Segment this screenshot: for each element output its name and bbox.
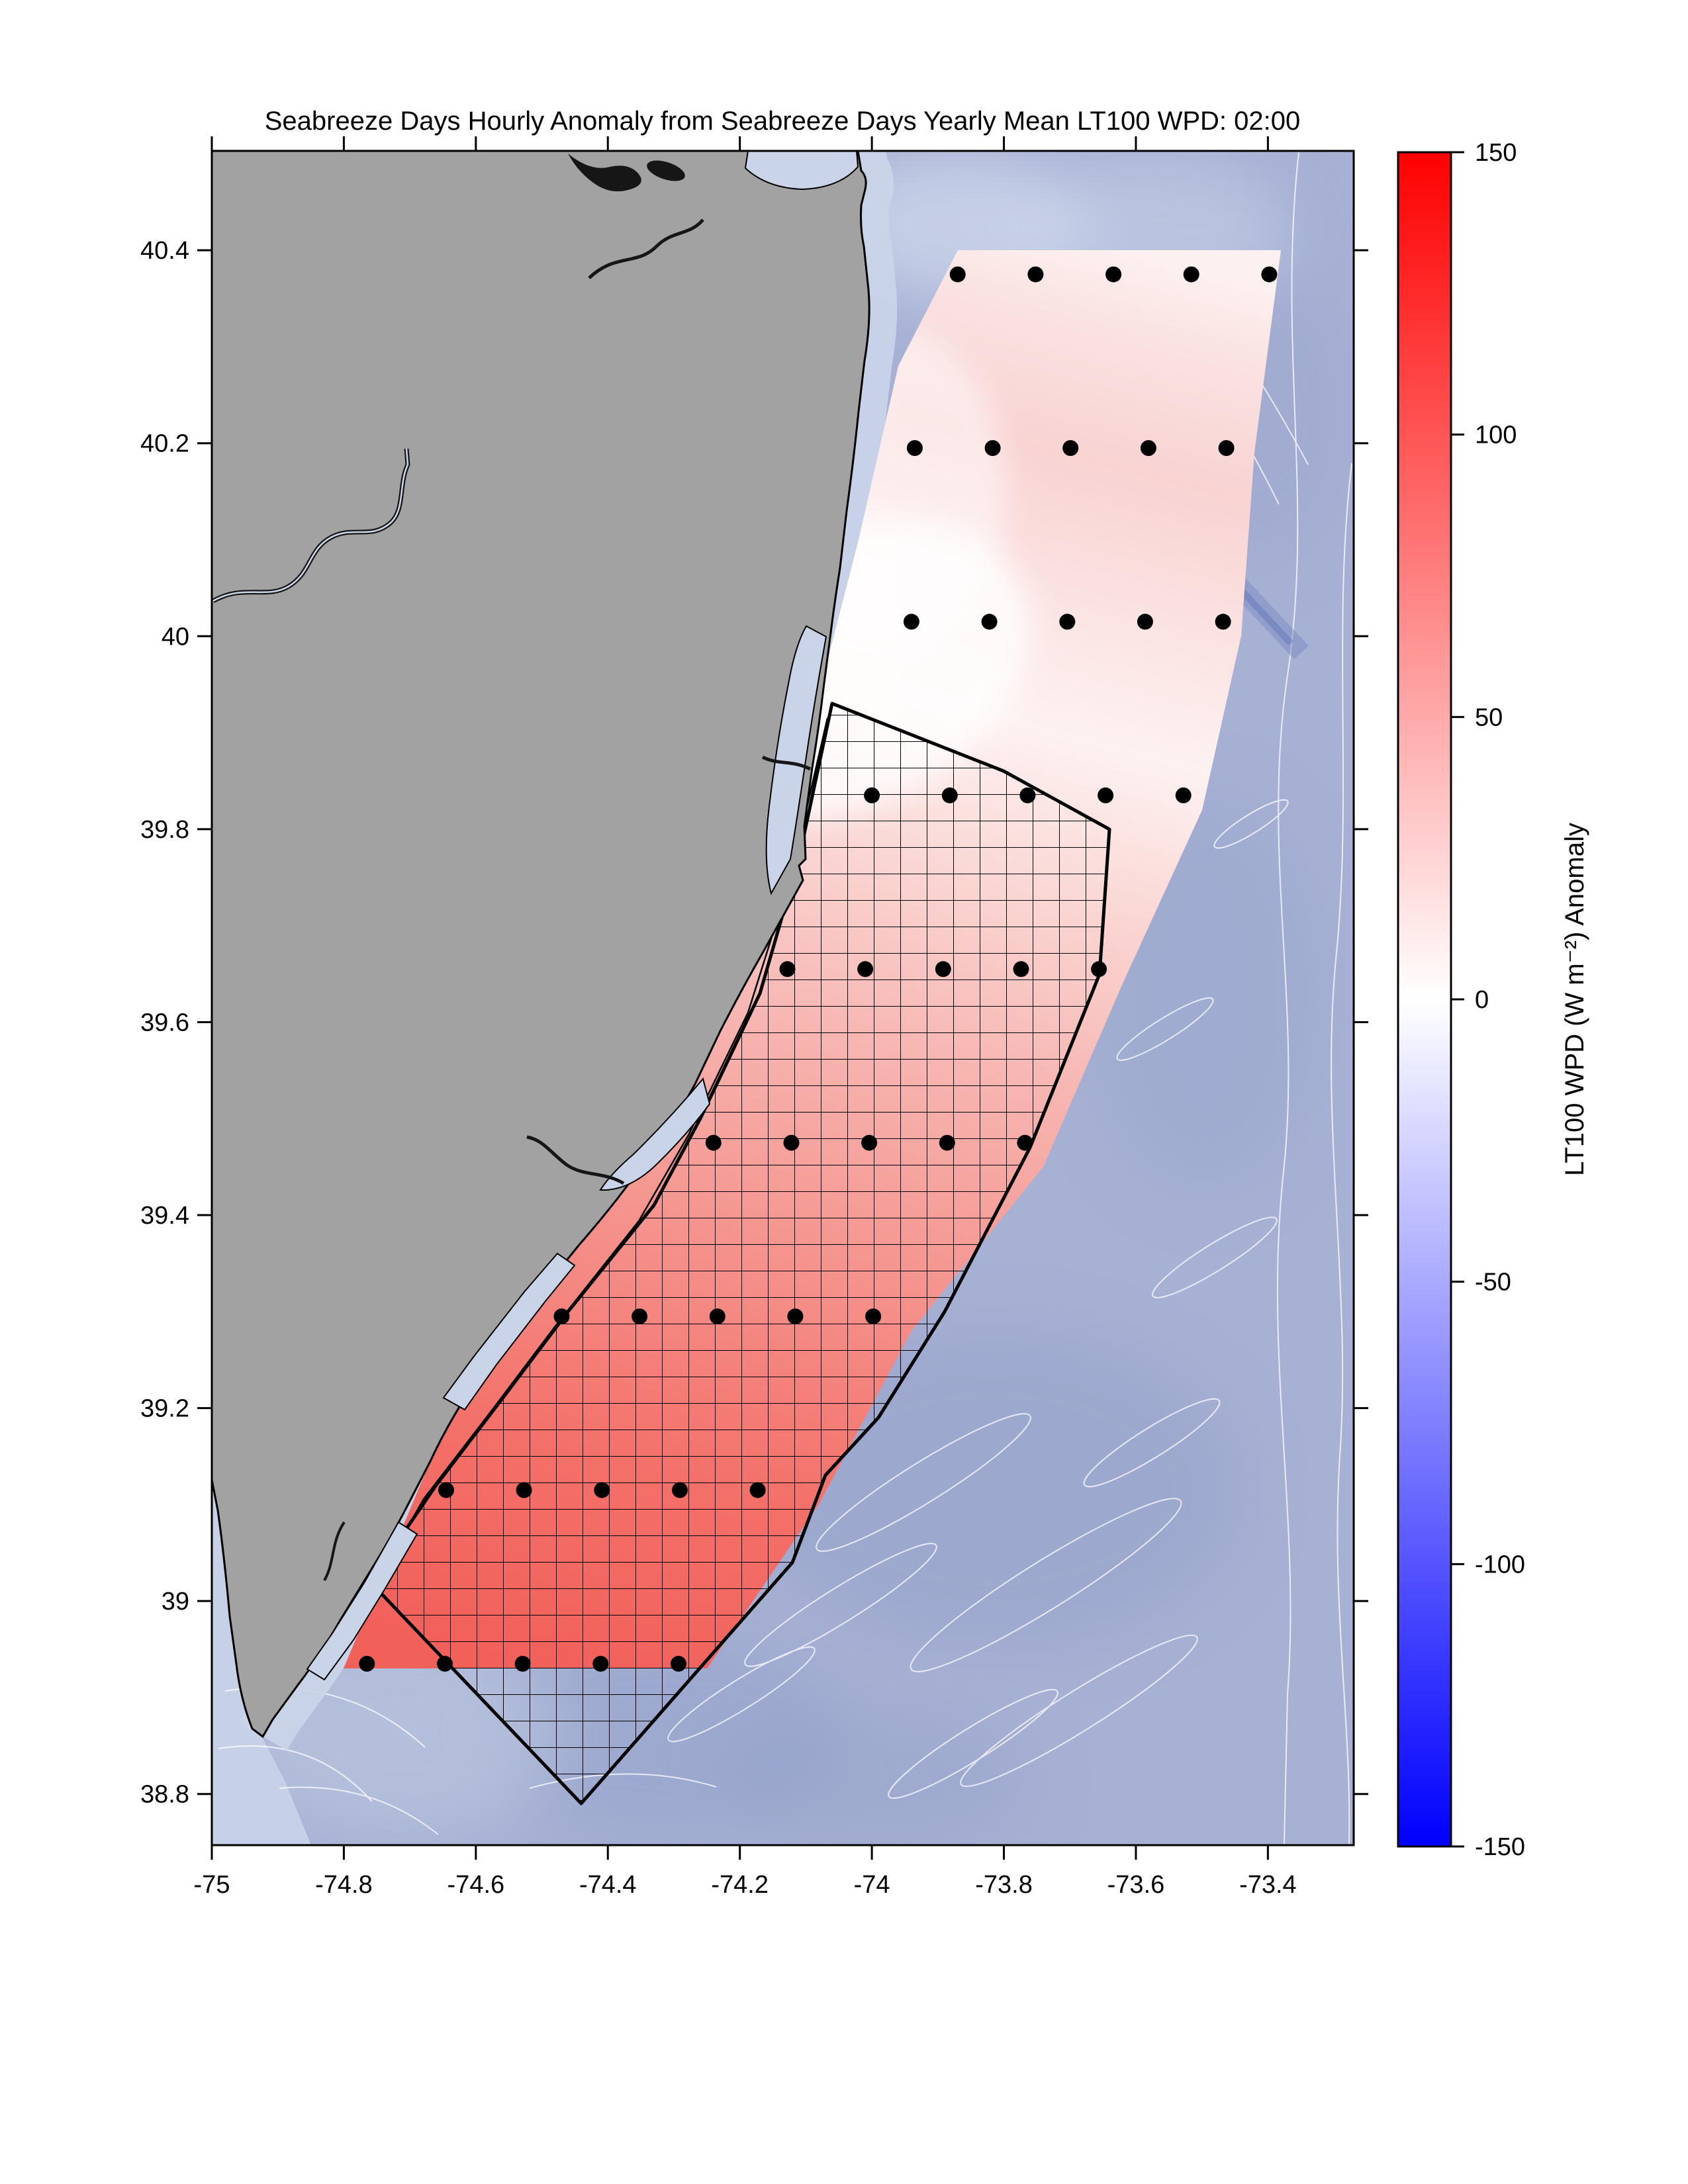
grid-point-dot xyxy=(749,1482,766,1498)
grid-point-dot xyxy=(1059,614,1076,630)
maurice-river xyxy=(323,1521,346,1581)
grid-point-dot xyxy=(906,440,923,456)
grid-point-dot xyxy=(1062,440,1079,456)
y-tick-label: 39 xyxy=(162,1588,189,1615)
grid-point-dot xyxy=(359,1655,375,1672)
grid-point-dot xyxy=(516,1482,532,1498)
colorbar-tick-label: 50 xyxy=(1475,704,1503,731)
grid-point-dot xyxy=(857,961,874,978)
y-tick-label: 40.4 xyxy=(140,237,189,265)
grid-point-dot xyxy=(553,1308,570,1325)
grid-point-dot xyxy=(1175,787,1192,803)
x-tick-label: -74.2 xyxy=(711,1871,769,1899)
y-tick-label: 40.2 xyxy=(140,430,189,458)
colorbar-tick-label: 0 xyxy=(1475,986,1489,1014)
grid-point-dot xyxy=(949,266,966,283)
grid-point-dot xyxy=(632,1308,648,1325)
grid-point-dot xyxy=(671,1655,686,1672)
colorbar-ticks-layer: 150 100 50 0 -50 -100 -150 xyxy=(1451,139,1525,1861)
grid-point-dot xyxy=(672,1482,688,1498)
grid-point-dot xyxy=(437,1655,453,1672)
y-tick-label: 39.4 xyxy=(140,1202,189,1230)
delaware-bay-water xyxy=(212,1479,311,1845)
cape-may-bays xyxy=(306,1521,418,1681)
x-tick-label: -73.8 xyxy=(975,1871,1033,1899)
y-tick-label: 39.6 xyxy=(140,1009,189,1036)
map-area xyxy=(212,151,1354,1845)
grid-point-dot xyxy=(1140,440,1156,456)
x-tick-label: -75 xyxy=(194,1871,230,1899)
grid-point-dot xyxy=(705,1134,722,1151)
axes-box xyxy=(211,150,1355,1846)
grid-point-dot xyxy=(981,614,998,630)
y-tick-label: 39.8 xyxy=(140,816,189,844)
grid-point-dot xyxy=(903,614,919,630)
colorbar-tick-label: 100 xyxy=(1475,422,1517,449)
y-tick-label: 39.2 xyxy=(140,1395,189,1423)
great-bay xyxy=(599,1077,711,1191)
colorbar: 150 100 50 0 -50 -100 -150 LT100 WPD (W m⁻²) A… xyxy=(1397,139,1589,1861)
harbor-island-blob xyxy=(647,160,685,181)
grid-point-dot xyxy=(1218,440,1235,456)
grid-point-dot xyxy=(1105,266,1122,283)
atlantic-city-bays xyxy=(442,1252,576,1411)
colorbar-tick-label: -50 xyxy=(1475,1269,1511,1297)
raritan-bay xyxy=(744,151,859,191)
grid-point-dot xyxy=(935,961,951,978)
grid-point-dot xyxy=(1215,614,1231,630)
grid-point-dot xyxy=(1091,961,1107,978)
y-tick-label: 40 xyxy=(162,623,189,651)
grid-point-dot xyxy=(1098,787,1114,803)
grid-point-dot xyxy=(1261,266,1278,283)
x-tick-label: -73.4 xyxy=(1239,1871,1297,1899)
rivers xyxy=(212,154,812,1581)
delaware-river-core xyxy=(212,448,409,602)
grid-point-dot xyxy=(787,1308,804,1325)
colorbar-tick-label: -100 xyxy=(1475,1551,1525,1578)
grid-point-dot xyxy=(594,1482,610,1498)
grid-point-dot xyxy=(779,961,796,978)
back-bays xyxy=(306,151,859,1681)
grid-point-dot xyxy=(783,1134,800,1151)
toms-river xyxy=(761,755,812,771)
grid-points-layer xyxy=(359,266,1278,1672)
colorbar-gradient xyxy=(1397,151,1452,1848)
x-tick-label: -74.4 xyxy=(579,1871,637,1899)
grid-point-dot xyxy=(941,787,958,803)
grid-point-dot xyxy=(984,440,1001,456)
grid-point-dot xyxy=(861,1134,878,1151)
y-tick-label: 38.8 xyxy=(140,1781,189,1809)
axis-ticks-layer: -75 -74.8 -74.6 -74.4 -74.2 -74 -73.8 -73.6 -73.… xyxy=(140,136,1368,1899)
barnegat-bay xyxy=(765,625,827,895)
grid-point-dot xyxy=(864,787,880,803)
x-tick-label: -74.8 xyxy=(315,1871,373,1899)
grid-point-dot xyxy=(438,1482,454,1498)
plot-title: Seabreeze Days Hourly Anomaly from Seabr… xyxy=(265,107,1301,136)
grid-point-dot xyxy=(1017,1134,1033,1151)
colorbar-label: LT100 WPD (W m⁻²) Anomaly xyxy=(1560,823,1589,1176)
grid-point-dot xyxy=(514,1655,531,1672)
mullica-river xyxy=(526,1135,625,1185)
grid-point-dot xyxy=(592,1655,609,1672)
x-tick-label: -74.6 xyxy=(447,1871,505,1899)
colorbar-tick-label: -150 xyxy=(1475,1833,1525,1861)
x-tick-label: -73.6 xyxy=(1107,1871,1165,1899)
raritan-river xyxy=(588,218,704,279)
grid-point-dot xyxy=(865,1308,882,1325)
grid-point-dot xyxy=(709,1308,726,1325)
colorbar-tick-label: 150 xyxy=(1475,139,1517,167)
grid-point-dot xyxy=(1019,787,1036,803)
grid-point-dot xyxy=(939,1134,955,1151)
grid-point-dot xyxy=(1013,961,1029,978)
grid-point-dot xyxy=(1027,266,1044,283)
harbor-shoreline-blob xyxy=(568,154,641,192)
x-tick-label: -74 xyxy=(854,1871,890,1899)
grid-point-dot xyxy=(1137,614,1153,630)
grid-point-dot xyxy=(1183,266,1199,283)
